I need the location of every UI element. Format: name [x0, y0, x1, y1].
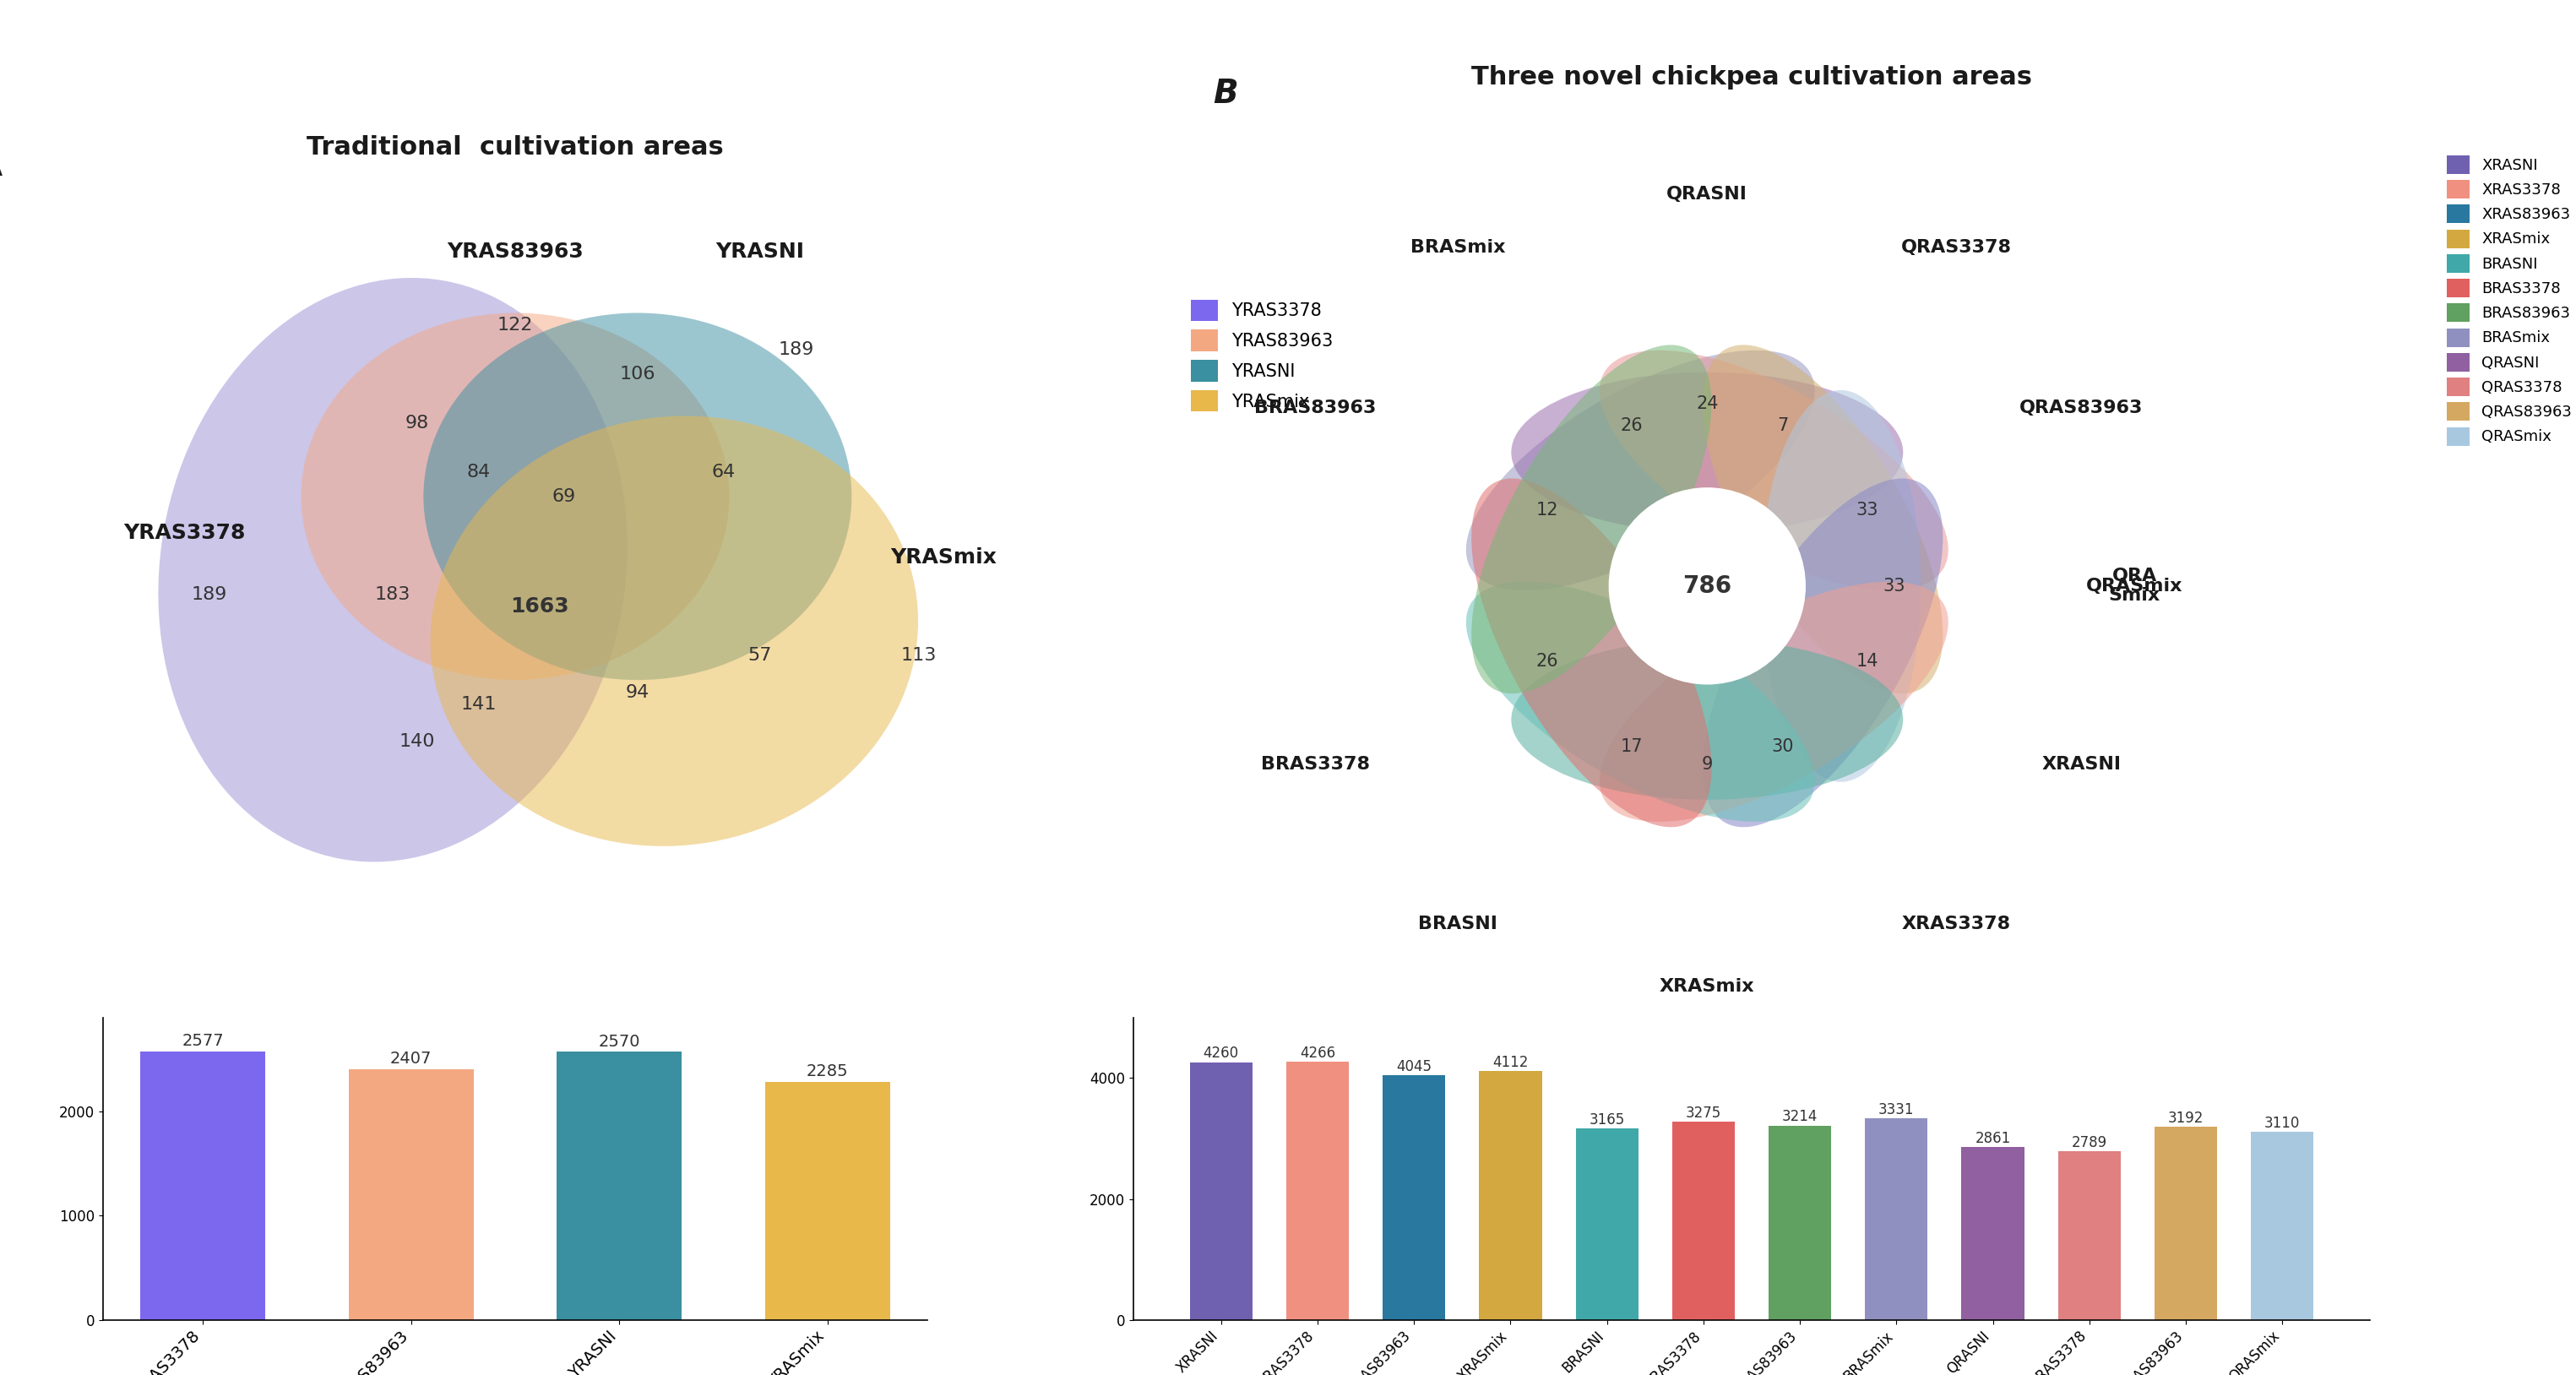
Text: 2570: 2570: [598, 1034, 641, 1051]
Text: 64: 64: [711, 463, 734, 480]
Text: 2789: 2789: [2071, 1134, 2107, 1149]
Bar: [1190, 1063, 1252, 1320]
Text: 3165: 3165: [1589, 1112, 1625, 1128]
Text: 2577: 2577: [183, 1033, 224, 1049]
Text: 183: 183: [376, 586, 410, 602]
Bar: [1577, 1129, 1638, 1320]
Text: 3331: 3331: [1878, 1101, 1914, 1118]
Text: 12: 12: [1535, 502, 1558, 518]
Text: 3275: 3275: [1685, 1106, 1721, 1121]
Bar: [1479, 1071, 1543, 1320]
Bar: [1770, 1126, 1832, 1320]
Text: BRASNI: BRASNI: [1419, 916, 1497, 932]
Text: 189: 189: [778, 341, 814, 358]
Bar: [348, 1068, 474, 1320]
Text: 94: 94: [626, 683, 649, 701]
Text: 26: 26: [1535, 653, 1558, 670]
Text: 140: 140: [399, 733, 435, 749]
Bar: [765, 1082, 889, 1320]
Text: 106: 106: [621, 366, 654, 382]
Text: BRAS83963: BRAS83963: [1255, 400, 1376, 417]
Bar: [1672, 1122, 1734, 1320]
Text: XRASmix: XRASmix: [1659, 978, 1754, 996]
Text: QRA
Smix: QRA Smix: [2110, 568, 2161, 604]
Ellipse shape: [1466, 351, 1814, 590]
Ellipse shape: [1471, 478, 1710, 828]
Text: 122: 122: [497, 316, 533, 334]
Text: XRAS3378: XRAS3378: [1901, 916, 2012, 932]
Legend: YRAS3378, YRAS83963, YRASNI, YRASmix: YRAS3378, YRAS83963, YRASNI, YRASmix: [1185, 294, 1340, 417]
Text: 113: 113: [902, 648, 938, 664]
Title: Three novel chickpea cultivation areas: Three novel chickpea cultivation areas: [1471, 65, 2032, 89]
Text: 98: 98: [404, 415, 430, 432]
Circle shape: [1610, 488, 1806, 683]
Text: 7: 7: [1777, 417, 1788, 434]
Text: 33: 33: [1857, 502, 1878, 518]
Bar: [2058, 1151, 2120, 1320]
Text: 14: 14: [1857, 653, 1878, 670]
Bar: [1865, 1118, 1927, 1320]
Text: 30: 30: [1772, 738, 1793, 755]
Text: 4112: 4112: [1492, 1055, 1528, 1070]
Text: 189: 189: [191, 586, 227, 602]
Text: 84: 84: [466, 463, 489, 480]
Ellipse shape: [422, 314, 853, 681]
Text: 33: 33: [1883, 578, 1906, 594]
Text: 24: 24: [1695, 395, 1718, 413]
Text: YRAS83963: YRAS83963: [446, 242, 585, 261]
Ellipse shape: [1600, 582, 1947, 822]
Bar: [1960, 1147, 2025, 1320]
Ellipse shape: [1466, 582, 1814, 822]
Bar: [556, 1052, 683, 1320]
Text: XRASNI: XRASNI: [2040, 756, 2120, 773]
Text: 17: 17: [1620, 738, 1643, 755]
Ellipse shape: [301, 314, 729, 681]
Text: YRASmix: YRASmix: [891, 547, 997, 568]
Bar: [1383, 1075, 1445, 1320]
Title: Traditional  cultivation areas: Traditional cultivation areas: [307, 135, 724, 160]
Ellipse shape: [1703, 478, 1942, 828]
Text: 4266: 4266: [1301, 1045, 1334, 1060]
Ellipse shape: [1759, 390, 1922, 782]
Text: BRASmix: BRASmix: [1409, 239, 1504, 256]
Bar: [2251, 1132, 2313, 1320]
Text: QRAS83963: QRAS83963: [2020, 400, 2143, 417]
Text: QRASNI: QRASNI: [1667, 186, 1747, 202]
Text: 3214: 3214: [1783, 1110, 1819, 1125]
Text: B: B: [1213, 77, 1239, 110]
Text: 26: 26: [1620, 417, 1643, 434]
Bar: [2154, 1127, 2218, 1320]
Text: 141: 141: [461, 696, 497, 712]
Text: 2407: 2407: [392, 1050, 433, 1067]
Text: YRAS3378: YRAS3378: [124, 522, 245, 543]
Bar: [1285, 1062, 1350, 1320]
Text: 1663: 1663: [510, 597, 569, 617]
Text: 4260: 4260: [1203, 1046, 1239, 1062]
Ellipse shape: [157, 278, 629, 862]
Text: 4045: 4045: [1396, 1059, 1432, 1074]
Ellipse shape: [430, 415, 917, 846]
Text: 2861: 2861: [1976, 1130, 2012, 1145]
Ellipse shape: [1703, 345, 1942, 693]
Text: QRASmix: QRASmix: [2087, 578, 2182, 594]
Ellipse shape: [1471, 345, 1710, 693]
Bar: [142, 1052, 265, 1320]
Text: 9: 9: [1703, 756, 1713, 773]
Text: 57: 57: [747, 648, 773, 664]
Text: 786: 786: [1682, 575, 1731, 598]
Text: 3110: 3110: [2264, 1115, 2300, 1130]
Text: 2285: 2285: [806, 1063, 848, 1079]
Text: YRASNI: YRASNI: [716, 242, 804, 261]
Text: 3192: 3192: [2169, 1111, 2202, 1126]
Ellipse shape: [1512, 639, 1904, 800]
Legend: XRASNI, XRAS3378, XRAS83963, XRASmix, BRASNI, BRAS3378, BRAS83963, BRASmix, QRAS: XRASNI, XRAS3378, XRAS83963, XRASmix, BR…: [2442, 151, 2576, 450]
Text: QRAS3378: QRAS3378: [1901, 239, 2012, 256]
Ellipse shape: [1512, 373, 1904, 532]
Text: 69: 69: [551, 488, 577, 505]
Ellipse shape: [1600, 351, 1947, 590]
Text: BRAS3378: BRAS3378: [1260, 756, 1370, 773]
